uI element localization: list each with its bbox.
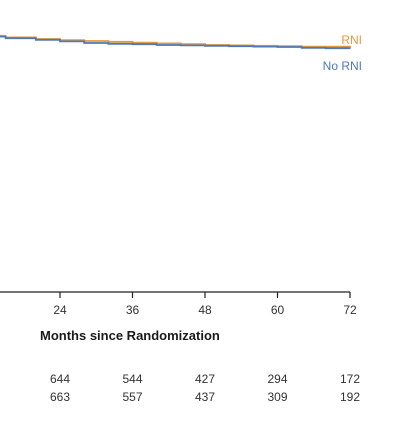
x-tick-label-36: 36 <box>126 303 140 317</box>
legend-label-rni: RNI <box>341 33 362 47</box>
risk-value-no-rni-60: 309 <box>267 390 287 404</box>
risk-value-rni-72: 172 <box>340 372 360 386</box>
x-axis-title: Months since Randomization <box>40 328 220 343</box>
x-tick-label-72: 72 <box>343 303 357 317</box>
risk-value-rni-36: 544 <box>122 372 142 386</box>
risk-value-no-rni-24: 663 <box>50 390 70 404</box>
risk-value-no-rni-48: 437 <box>195 390 215 404</box>
risk-value-no-rni-72: 192 <box>340 390 360 404</box>
legend: RNI No RNI <box>323 33 362 73</box>
risk-value-rni-24: 644 <box>50 372 70 386</box>
risk-value-rni-60: 294 <box>267 372 287 386</box>
series-line-no-rni <box>0 35 351 50</box>
x-axis-ticks: 24 36 48 60 72 <box>53 292 357 317</box>
risk-value-no-rni-36: 557 <box>122 390 142 404</box>
x-tick-label-24: 24 <box>53 303 67 317</box>
x-tick-label-48: 48 <box>198 303 212 317</box>
number-at-risk-table: 644 544 427 294 172 663 557 437 309 192 <box>50 372 360 404</box>
risk-value-rni-48: 427 <box>195 372 215 386</box>
x-tick-label-60: 60 <box>271 303 285 317</box>
legend-label-no-rni: No RNI <box>323 59 362 73</box>
series-layer <box>0 34 351 50</box>
